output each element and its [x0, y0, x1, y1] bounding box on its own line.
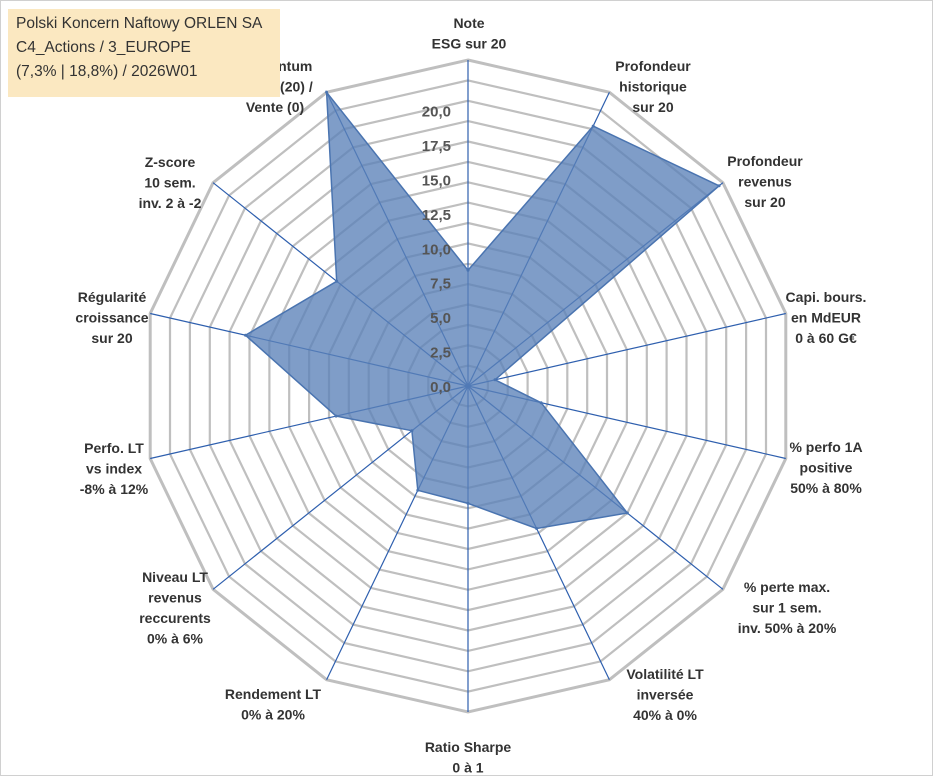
radar-point: [410, 429, 414, 433]
radar-axis-label: Ratio Sharpe 0 à 1: [425, 739, 512, 776]
radar-tick-label: 15,0: [422, 172, 451, 189]
radar-point: [334, 414, 338, 418]
radar-point: [416, 488, 420, 492]
radar-point: [325, 90, 329, 94]
radar-axis-label: Profondeur revenus sur 20: [727, 153, 803, 210]
radar-tick-label: 5,0: [430, 310, 451, 327]
radar-axis-label: Capi. bours. en MdEUR 0 à 60 G€: [786, 289, 867, 346]
radar-point: [539, 401, 543, 405]
radar-series-area: [244, 89, 721, 530]
chart-title: Polski Koncern Naftowy ORLEN SA: [16, 15, 263, 32]
radar-tick-label: 7,5: [430, 276, 451, 293]
radar-point: [535, 527, 539, 530]
radar-axis-label: % perfo 1A positive 50% à 80%: [789, 439, 862, 496]
radar-point: [591, 124, 595, 128]
radar-tick-label: 12,5: [422, 207, 451, 224]
radar-point: [335, 279, 339, 283]
radar-axis-label: Perfo. LT vs index -8% à 12%: [80, 440, 149, 497]
radar-axis-label: Profondeur historique sur 20: [615, 58, 691, 115]
radar-point: [717, 184, 721, 188]
radar-axis-label: Régularité croissance sur 20: [75, 289, 148, 346]
radar-axis-label: Z-score 10 sem. inv. 2 à -2: [139, 154, 202, 211]
chart-subtitle-period: (7,3% | 18,8%) / 2026W01: [16, 63, 198, 80]
radar-point: [466, 501, 470, 505]
radar-tick-label: 10,0: [422, 241, 451, 258]
radar-point: [466, 268, 470, 272]
radar-point: [244, 333, 247, 337]
radar-tick-label: 17,5: [422, 138, 451, 155]
chart-subtitle-category: C4_Actions / 3_EUROPE: [16, 39, 191, 56]
radar-point: [493, 378, 497, 382]
radar-axis-label: % perte max. sur 1 sem. inv. 50% à 20%: [738, 579, 837, 636]
radar-tick-label: 20,0: [422, 104, 451, 121]
radar-axis-labels: Note ESG sur 20 Profondeur historique sur 20…: [75, 15, 866, 776]
radar-axis-label: Rendement LT 0% à 20%: [225, 686, 322, 723]
radar-tick-label: 0,0: [430, 379, 451, 396]
radar-tick-labels: 0,0 2,5 5,0 7,5 10,0 12,5 15,0 17,5 20,0: [422, 104, 451, 397]
radar-axis-label: Volatilité LT inversée 40% à 0%: [626, 666, 704, 723]
title-box: Polski Koncern Naftowy ORLEN SA C4_Actio…: [8, 9, 280, 97]
radar-axis-label: Note ESG sur 20: [432, 15, 507, 52]
radar-axis-label: Niveau LT revenus reccurents 0% à 6%: [139, 569, 211, 647]
radar-spoke: [467, 312, 786, 387]
radar-point: [625, 511, 629, 515]
radar-tick-label: 2,5: [430, 345, 451, 362]
radar-series: [244, 89, 721, 530]
